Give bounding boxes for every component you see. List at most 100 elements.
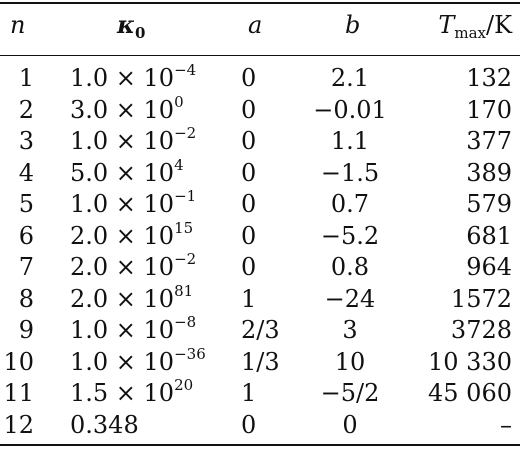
cell-b: 3	[342, 316, 358, 344]
cell-a: 1	[241, 379, 257, 407]
cell-tmax: –	[500, 410, 512, 439]
cell-kappa-mantissa: 3.0 × 10	[70, 95, 175, 124]
cell-tmax: 681	[466, 221, 512, 250]
table-row: 8 2.0 × 1081 1 −24 1572	[0, 281, 520, 314]
header-kappa: κ0	[117, 10, 146, 42]
table-row: 7 2.0 × 10−2 0 0.8 964	[0, 252, 520, 282]
cell-n: 10	[3, 347, 34, 376]
cell-a: 2/3	[241, 316, 280, 344]
cell-a: 0	[241, 95, 257, 124]
cell-n: 7	[18, 253, 34, 281]
cell-n: 11	[3, 379, 34, 407]
bottom-rule	[0, 444, 520, 446]
cell-kappa: 1.0 × 10−8	[70, 315, 196, 345]
cell-kappa-exponent: 20	[174, 376, 194, 394]
cell-n: 2	[18, 95, 34, 124]
cell-kappa-exponent: −2	[174, 250, 197, 268]
header-tmax-unit: /K	[485, 11, 512, 39]
cell-n: 6	[18, 221, 34, 250]
cell-kappa-mantissa: 1.0 × 10	[70, 316, 175, 344]
table-row: 4 5.0 × 104 0 −1.5 389	[0, 155, 520, 188]
cell-kappa-exponent: −1	[174, 187, 197, 205]
table-row: 5 1.0 × 10−1 0 0.7 579	[0, 189, 520, 219]
cell-n: 12	[3, 410, 34, 439]
cell-a: 0	[241, 253, 257, 281]
cell-kappa-mantissa: 1.0 × 10	[70, 64, 175, 92]
cell-b: −5.2	[320, 221, 380, 250]
cell-kappa-exponent: −8	[174, 313, 197, 331]
header-a: a	[248, 11, 263, 39]
cell-kappa-mantissa: 1.0 × 10	[70, 127, 175, 155]
table-row: 6 2.0 × 1015 0 −5.2 681	[0, 218, 520, 251]
cell-a: 0	[241, 190, 257, 218]
cell-kappa-mantissa: 1.5 × 10	[70, 379, 175, 407]
table-row: 11 1.5 × 1020 1 −5/2 45 060	[0, 378, 520, 408]
cell-kappa-mantissa: 5.0 × 10	[70, 158, 175, 187]
cell-a: 0	[241, 64, 257, 92]
cell-a: 1	[241, 284, 257, 313]
cell-kappa: 0.348	[70, 410, 139, 440]
cell-kappa: 1.0 × 10−2	[70, 126, 196, 156]
cell-kappa-exponent: 4	[174, 155, 184, 174]
cell-n: 8	[18, 284, 34, 313]
cell-a: 0	[241, 158, 257, 187]
cell-n: 4	[18, 158, 34, 187]
header-row: n κ0 a b Tmax/K	[0, 10, 520, 42]
table-row: 2 3.0 × 100 0 −0.01 170	[0, 92, 520, 125]
header-n: n	[10, 11, 26, 39]
table-row: 3 1.0 × 10−2 0 1.1 377	[0, 126, 520, 156]
cell-kappa-mantissa: 2.0 × 10	[70, 284, 175, 313]
cell-kappa: 1.5 × 1020	[70, 378, 193, 408]
cell-kappa-exponent: −36	[174, 344, 206, 363]
cell-kappa-exponent: 0	[174, 92, 184, 111]
header-kappa-sub: 0	[135, 24, 146, 42]
header-tmax-symbol: T	[438, 11, 455, 39]
cell-b: 10	[334, 347, 366, 376]
top-rule	[0, 2, 520, 4]
cell-tmax: 579	[466, 190, 512, 218]
cell-b: 0.8	[330, 253, 370, 281]
header-tmax-sub: max	[454, 24, 486, 42]
cell-b: −24	[324, 284, 376, 313]
table-row: 12 0.348 0 0 –	[0, 410, 520, 440]
cell-kappa: 1.0 × 10−1	[70, 189, 196, 219]
cell-kappa: 2.0 × 10−2	[70, 252, 196, 282]
cell-kappa-exponent: 15	[174, 218, 194, 237]
cell-b: 2.1	[330, 64, 370, 92]
cell-kappa-exponent: 81	[174, 281, 194, 300]
cell-a: 1/3	[241, 347, 280, 376]
table-row: 10 1.0 × 10−36 1/3 10 10 330	[0, 344, 520, 377]
table-row: 1 1.0 × 10−4 0 2.1 132	[0, 63, 520, 93]
cell-tmax: 389	[466, 158, 512, 187]
cell-kappa: 1.0 × 10−36	[70, 344, 206, 377]
cell-b: 0	[342, 410, 358, 439]
cell-n: 9	[18, 316, 34, 344]
cell-b: −1.5	[320, 158, 380, 187]
cell-b: 1.1	[330, 127, 370, 155]
header-tmax: Tmax/K	[438, 10, 512, 42]
cell-n: 5	[18, 190, 34, 218]
cell-n: 3	[18, 127, 34, 155]
cell-tmax: 170	[466, 95, 512, 124]
cell-tmax: 45 060	[428, 379, 512, 407]
header-kappa-symbol: κ	[117, 10, 135, 39]
cell-kappa: 2.0 × 1081	[70, 281, 194, 314]
cell-tmax: 132	[466, 64, 512, 92]
cell-a: 0	[241, 127, 257, 155]
cell-b: −0.01	[313, 95, 387, 124]
header-rule	[0, 55, 520, 56]
cell-a: 0	[241, 410, 257, 439]
cell-kappa-mantissa: 1.0 × 10	[70, 190, 175, 218]
header-b: b	[345, 11, 361, 39]
cell-kappa-mantissa: 0.348	[70, 410, 139, 439]
cell-b: −5/2	[320, 379, 380, 407]
cell-kappa: 2.0 × 1015	[70, 218, 194, 251]
cell-kappa-mantissa: 2.0 × 10	[70, 253, 175, 281]
cell-tmax: 964	[466, 253, 512, 281]
cell-kappa-mantissa: 2.0 × 10	[70, 221, 175, 250]
cell-tmax: 1572	[450, 284, 512, 313]
cell-kappa-exponent: −2	[174, 124, 197, 142]
cell-tmax: 3728	[450, 316, 512, 344]
cell-n: 1	[18, 64, 34, 92]
